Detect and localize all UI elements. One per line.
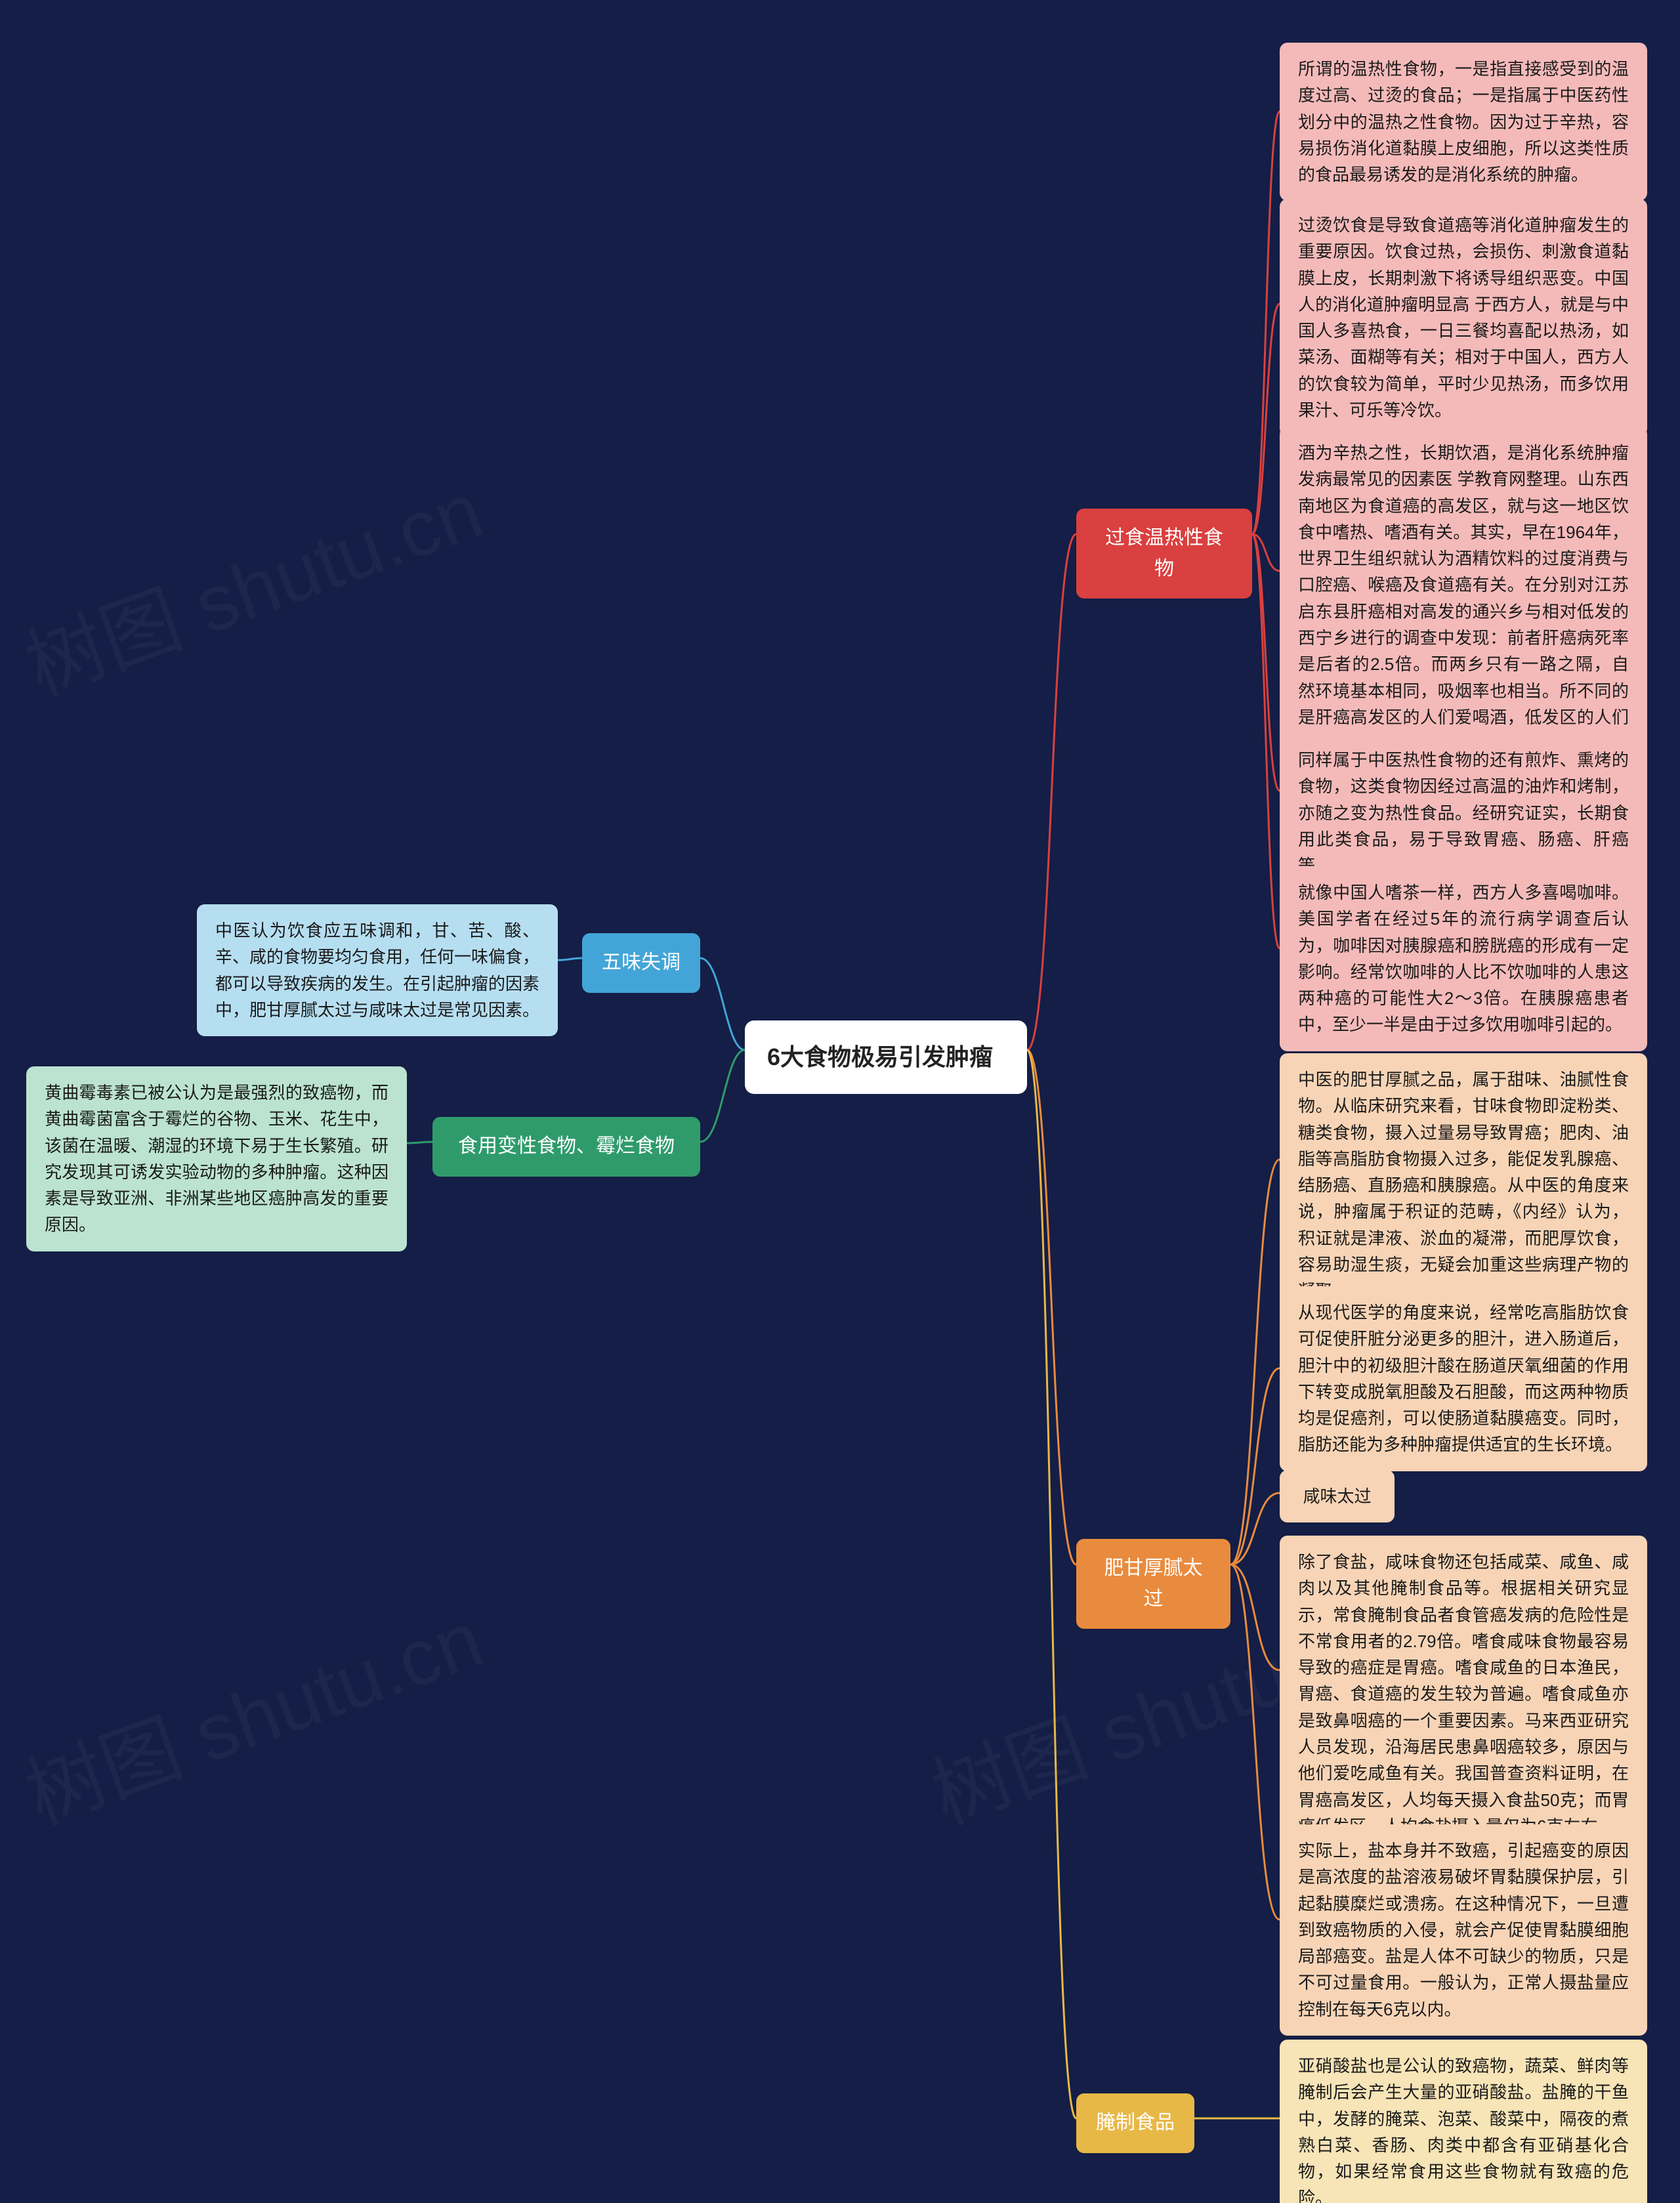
- leaf-wenre-1: 过烫饮食是导致食道癌等消化道肿瘤发生的重要原因。饮食过热，会损伤、刺激食道黏膜上…: [1280, 199, 1647, 436]
- leaf-feigan-2: 咸味太过: [1280, 1470, 1395, 1522]
- branch-yanzhi[interactable]: 腌制食品: [1076, 2093, 1194, 2153]
- watermark: 树图 shutu.cn: [8, 1576, 495, 1846]
- branch-bianzhi[interactable]: 食用变性食物、霉烂食物: [432, 1117, 700, 1177]
- branch-wuwei[interactable]: 五味失调: [582, 933, 700, 993]
- leaf-bianzhi: 黄曲霉毒素已被公认为是最强烈的致癌物，而黄曲霉菌富含于霉烂的谷物、玉米、花生中，…: [26, 1066, 407, 1251]
- branch-wenre[interactable]: 过食温热性食物: [1076, 509, 1252, 598]
- leaf-wenre-0: 所谓的温热性食物，一是指直接感受到的温度过高、过烫的食品；一是指属于中医药性划分…: [1280, 43, 1647, 201]
- leaf-feigan-0: 中医的肥甘厚腻之品，属于甜味、油腻性食物。从临床研究来看，甘味食物即淀粉类、糖类…: [1280, 1053, 1647, 1318]
- watermark: 树图 shutu.cn: [8, 447, 495, 717]
- leaf-wenre-2: 酒为辛热之性，长期饮酒，是消化系统肿瘤发病最常见的因素医 学教育网整理。山东西南…: [1280, 427, 1647, 770]
- leaf-feigan-4: 实际上，盐本身并不致癌，引起癌变的原因是高浓度的盐溶液易破坏胃黏膜保护层，引起黏…: [1280, 1824, 1647, 2036]
- leaf-yanzhi: 亚硝酸盐也是公认的致癌物，蔬菜、鲜肉等腌制后会产生大量的亚硝酸盐。盐腌的干鱼中，…: [1280, 2040, 1647, 2203]
- leaf-wenre-4: 就像中国人嗜茶一样，西方人多喜喝咖啡。美国学者在经过5年的流行病学调查后认为，咖…: [1280, 866, 1647, 1051]
- root-node[interactable]: 6大食物极易引发肿瘤: [745, 1020, 1027, 1094]
- leaf-wuwei: 中医认为饮食应五味调和，甘、苦、酸、辛、咸的食物要均匀食用，任何一味偏食，都可以…: [197, 904, 558, 1036]
- leaf-feigan-3: 除了食盐，咸味食物还包括咸菜、咸鱼、咸肉以及其他腌制食品等。根据相关研究显示，常…: [1280, 1536, 1647, 1853]
- leaf-feigan-1: 从现代医学的角度来说，经常吃高脂肪饮食可促使肝脏分泌更多的胆汁，进入肠道后，胆汁…: [1280, 1286, 1647, 1471]
- branch-feigan[interactable]: 肥甘厚腻太过: [1076, 1539, 1230, 1629]
